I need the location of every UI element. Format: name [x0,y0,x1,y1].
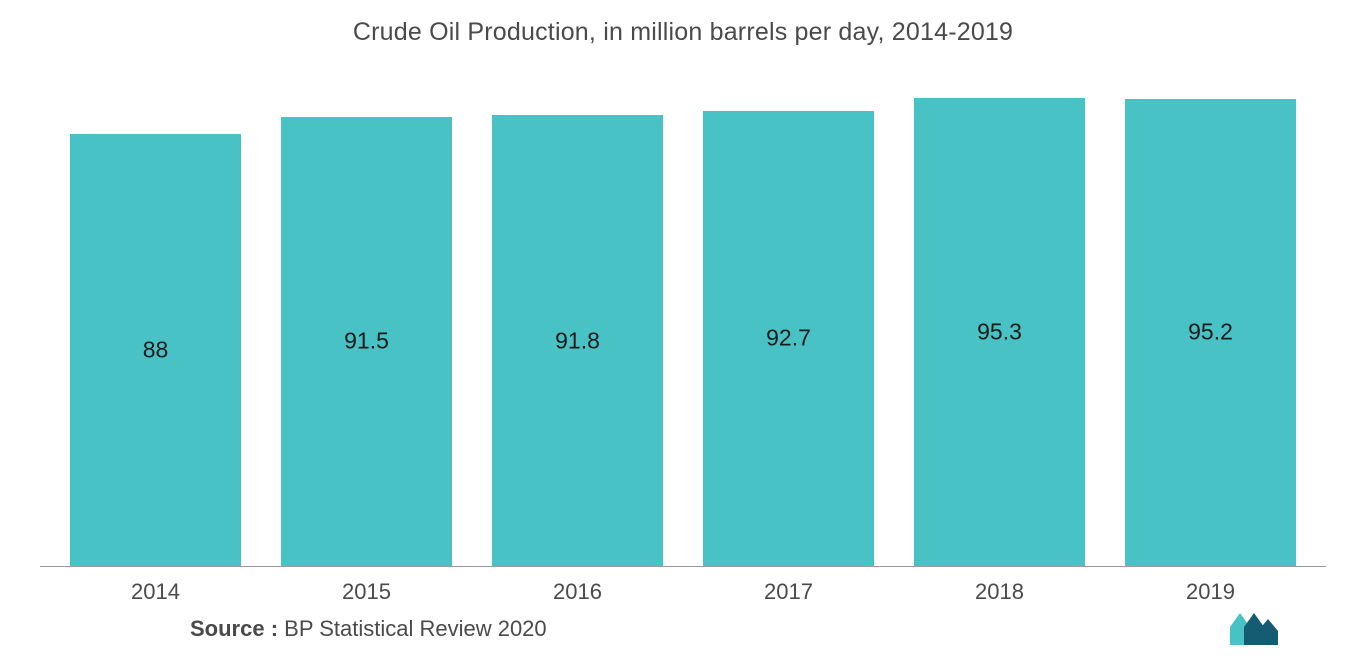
source-label: Source : [190,616,278,641]
mordor-logo-icon [1230,613,1286,645]
x-axis-label: 2018 [914,579,1085,605]
bar-wrapper: 95.2 [1125,75,1296,566]
x-axis-label: 2019 [1125,579,1296,605]
bar-wrapper: 88 [70,75,241,566]
chart-footer: Source : BP Statistical Review 2020 [40,605,1326,645]
source-citation: Source : BP Statistical Review 2020 [190,616,547,642]
bar: 91.8 [492,115,663,566]
bar: 92.7 [703,111,874,566]
bar: 88 [70,134,241,566]
chart-container: Crude Oil Production, in million barrels… [0,0,1366,655]
x-axis-label: 2015 [281,579,452,605]
bar-value-label: 95.3 [977,319,1022,346]
x-axis-label: 2014 [70,579,241,605]
bar: 95.2 [1125,99,1296,566]
bar: 95.3 [914,98,1085,566]
source-value: BP Statistical Review 2020 [278,616,547,641]
bar-value-label: 91.8 [555,327,600,354]
bar: 91.5 [281,117,452,566]
x-axis-label: 2016 [492,579,663,605]
plot-area: 88 91.5 91.8 92.7 95.3 95.2 [40,75,1326,567]
x-axis: 2014 2015 2016 2017 2018 2019 [40,567,1326,605]
bar-wrapper: 92.7 [703,75,874,566]
bar-wrapper: 91.8 [492,75,663,566]
chart-title: Crude Oil Production, in million barrels… [40,18,1326,47]
bar-value-label: 91.5 [344,328,389,355]
x-axis-label: 2017 [703,579,874,605]
bar-wrapper: 95.3 [914,75,1085,566]
bar-value-label: 95.2 [1188,319,1233,346]
bar-value-label: 92.7 [766,325,811,352]
bar-wrapper: 91.5 [281,75,452,566]
bar-value-label: 88 [143,336,169,363]
